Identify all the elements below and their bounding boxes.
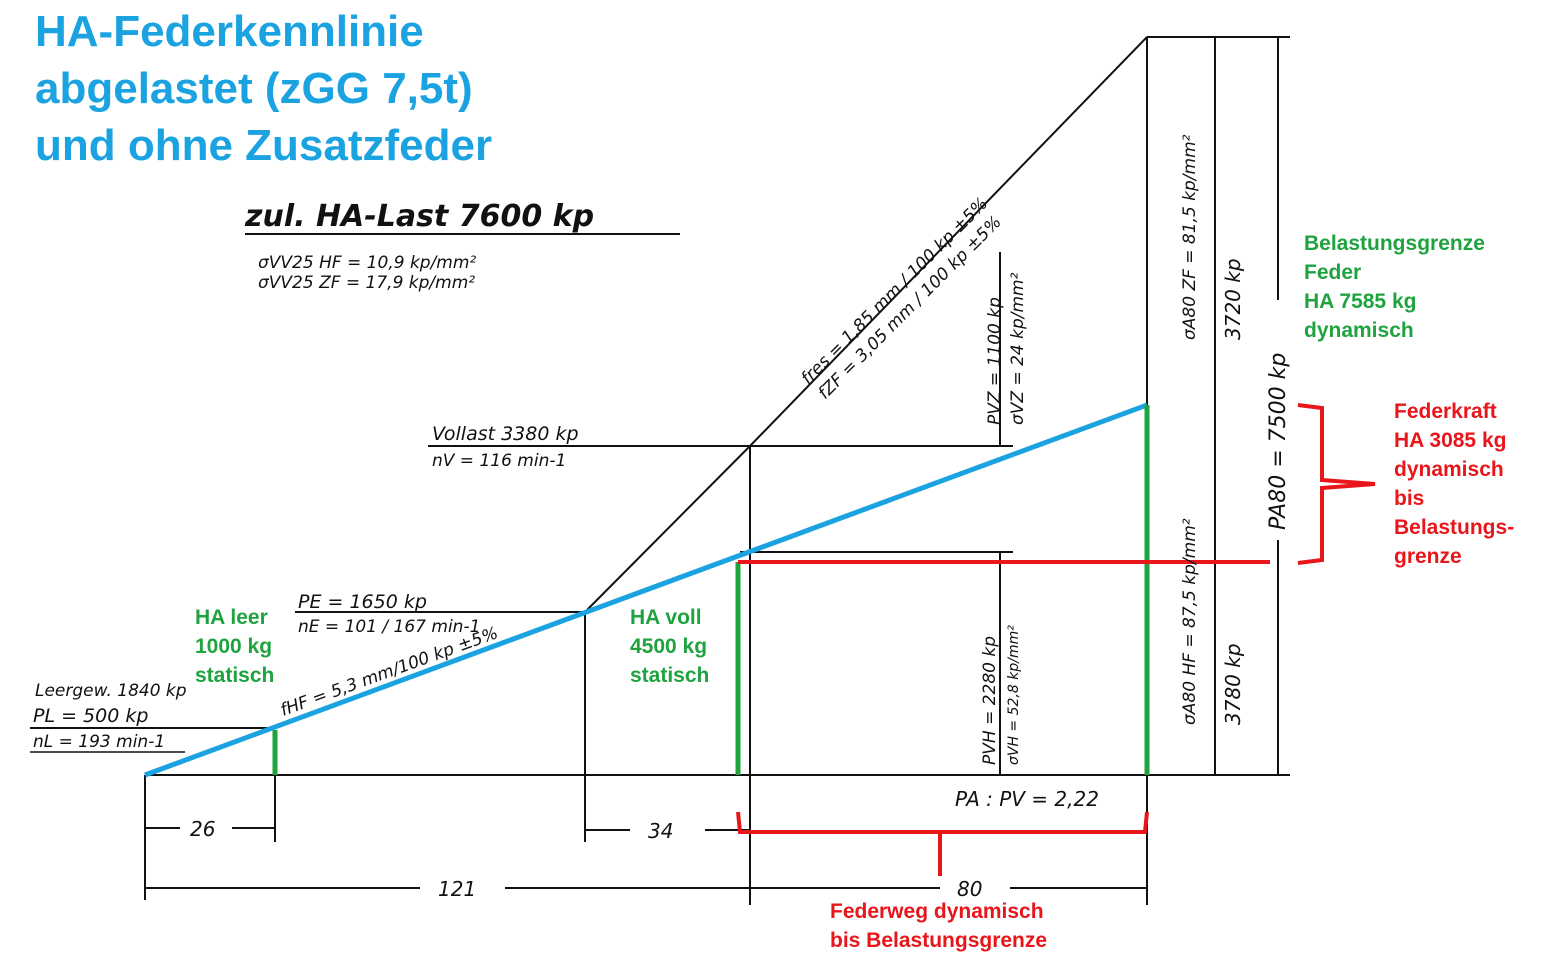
label: PE = 1650 kp <box>298 591 427 613</box>
green-lines <box>272 405 1150 775</box>
label: nV = 116 min-1 <box>432 451 566 471</box>
note: statisch <box>195 664 274 687</box>
note: Federkraft <box>1394 400 1497 423</box>
ratio: PA : PV = 2,22 <box>955 787 1099 811</box>
note: Belastungsgrenze <box>1304 232 1485 255</box>
slope: fZF = 3,05 mm / 100 kp ±5% <box>814 212 1005 403</box>
note: bis <box>1394 487 1424 510</box>
label: Leergew. 1840 kp <box>35 681 187 701</box>
force: σVH = 52,8 kp/mm² <box>1006 625 1022 765</box>
spring-line <box>144 402 1148 778</box>
note: Feder <box>1304 261 1361 284</box>
force: 3720 kp <box>1221 258 1245 340</box>
drawing-lines <box>30 36 1290 905</box>
title: HA-Federkennlinie <box>35 7 424 56</box>
stress: σVV25 HF = 10,9 kp/mm² <box>258 253 476 273</box>
note: HA voll <box>630 606 702 629</box>
label: nL = 193 min-1 <box>33 732 165 752</box>
green-notes: HA leer 1000 kg statisch HA voll 4500 kg… <box>195 232 1485 687</box>
red-lines <box>736 403 1376 876</box>
label: PL = 500 kp <box>33 705 148 727</box>
note: bis Belastungsgrenze <box>830 929 1047 952</box>
note: HA 7585 kg <box>1304 290 1416 313</box>
note: 4500 kg <box>630 635 707 658</box>
force: σA80 ZF = 81,5 kp/mm² <box>1180 134 1200 340</box>
note: HA 3085 kg <box>1394 429 1506 452</box>
slope: fHF = 5,3 mm/100 kp ±5% <box>278 623 501 720</box>
force: PVZ = 1100 kp <box>985 297 1005 425</box>
force: σVZ = 24 kp/mm² <box>1008 272 1028 425</box>
dimension: 80 <box>957 877 982 901</box>
note: grenze <box>1394 545 1462 568</box>
note: 1000 kg <box>195 635 272 658</box>
force: PA80 = 7500 kp <box>1266 353 1291 530</box>
title: und ohne Zusatzfeder <box>35 121 492 170</box>
heading: zul. HA-Last 7600 kp <box>244 199 594 234</box>
label: nE = 101 / 167 min-1 <box>298 617 480 637</box>
slope: fres = 1,85 mm / 100 kp ±5% <box>797 194 992 389</box>
dimension: 121 <box>438 877 476 901</box>
note: HA leer <box>195 606 268 629</box>
note: Belastungs- <box>1394 516 1514 539</box>
red-notes: Federkraft HA 3085 kg dynamisch bis Bela… <box>830 400 1514 952</box>
stress: σVV25 ZF = 17,9 kp/mm² <box>258 273 475 293</box>
note: Federweg dynamisch <box>830 900 1044 923</box>
label: Vollast 3380 kp <box>432 423 579 445</box>
force: 3780 kp <box>1221 643 1245 725</box>
note: dynamisch <box>1304 319 1414 342</box>
force: PVH = 2280 kp <box>980 636 1000 765</box>
title: abgelastet (zGG 7,5t) <box>35 64 473 113</box>
note: statisch <box>630 664 709 687</box>
dimension: 26 <box>190 817 215 841</box>
note: dynamisch <box>1394 458 1504 481</box>
force: σA80 HF = 87,5 kp/mm² <box>1180 518 1200 725</box>
dimension: 34 <box>648 819 673 843</box>
